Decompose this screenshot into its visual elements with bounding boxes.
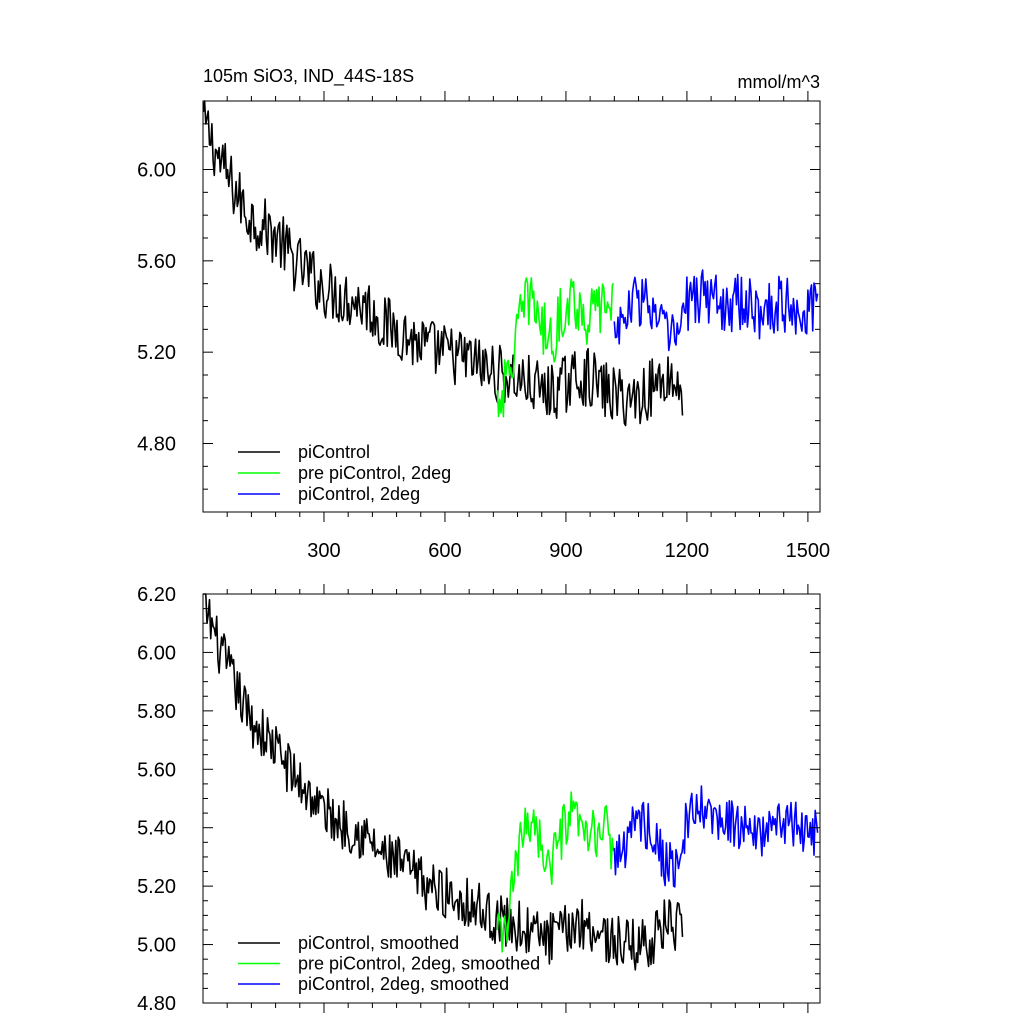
x-tick-label: 300	[307, 540, 340, 562]
y-tick-label: 5.80	[137, 701, 176, 723]
legend-label: pre piControl, 2deg	[298, 463, 451, 483]
legend-label: pre piControl, 2deg, smoothed	[298, 954, 540, 974]
legend-label: piControl, 2deg	[298, 484, 420, 504]
y-tick-label: 4.80	[137, 993, 176, 1015]
units-label: mmol/m^3	[738, 72, 820, 92]
y-tick-label: 4.80	[137, 434, 176, 456]
y-tick-label: 5.20	[137, 876, 176, 898]
series-lines	[203, 593, 819, 971]
legend-label: piControl	[298, 442, 370, 462]
series-line-picontrol-2deg	[613, 269, 819, 352]
y-tick-label: 6.00	[137, 160, 176, 182]
series-line-picontrol	[202, 100, 684, 427]
top-panel: 105m SiO3, IND_44S-18S mmol/m^3 300 600 90…	[137, 66, 830, 562]
x-tick-label: 600	[428, 540, 461, 562]
chart-title: 105m SiO3, IND_44S-18S	[203, 66, 414, 87]
y-tick-label: 6.20	[137, 584, 176, 606]
x-tick-label: 1500	[786, 540, 831, 562]
y-tick-label: 5.60	[137, 251, 176, 273]
x-tick-label: 1200	[665, 540, 710, 562]
y-tick-label: 5.60	[137, 759, 176, 781]
y-tick-label: 5.20	[137, 342, 176, 364]
series-line-picontrol-smoothed	[203, 593, 684, 971]
x-tick-label: 900	[549, 540, 582, 562]
y-tick-label: 6.00	[137, 642, 176, 664]
series-line-pre-picontrol-2deg-smoothed	[496, 791, 615, 953]
axes: 300 600 900 1200 1500 4.80 5.20 5.60 6.00	[137, 91, 830, 562]
y-tick-label: 5.40	[137, 818, 176, 840]
axes: 4.80 5.00 5.20 5.40 5.60 5.80 6.00 6.20	[137, 584, 820, 1015]
y-tick-label: 5.00	[137, 935, 176, 957]
bottom-panel: 4.80 5.00 5.20 5.40 5.60 5.80 6.00 6.20 piContr…	[137, 584, 821, 1015]
series-line-picontrol-2deg-smoothed	[613, 785, 819, 888]
legend-label: piControl, 2deg, smoothed	[298, 974, 509, 994]
legend-label: piControl, smoothed	[298, 933, 459, 953]
series-lines	[202, 100, 819, 427]
series-line-pre-picontrol-2deg	[496, 277, 615, 418]
